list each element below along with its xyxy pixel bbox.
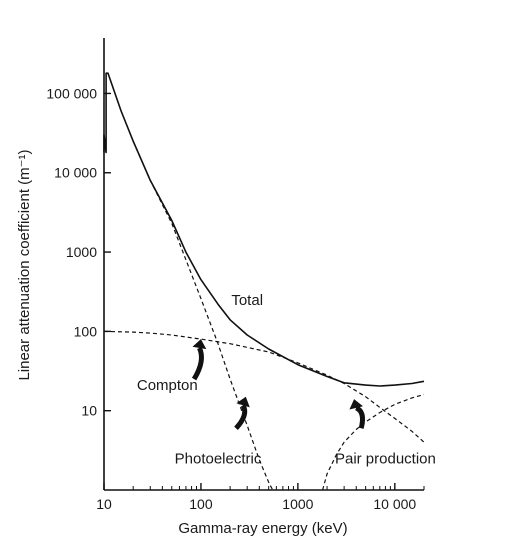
y-tick-label: 10 000 [54,165,97,181]
x-tick-label: 1000 [282,496,313,512]
arrow-photoelectric-shaft [234,404,248,431]
annotation-pair-production: Pair production [335,450,436,467]
series-photoelectric-line [132,140,274,491]
y-tick-label: 100 [74,323,98,339]
y-tick-label: 100 000 [46,85,97,101]
arrow-pair-production-head [349,399,363,410]
y-tick-label: 10 [81,403,97,419]
arrow-compton-head [192,339,207,350]
x-tick-label: 100 [189,496,213,512]
annotation-compton: Compton [137,377,198,394]
annotation-total: Total [231,292,263,309]
series-total-line [103,72,425,387]
arrow-pair-production-shaft [354,405,365,429]
arrow-photoelectric-head [236,396,250,408]
series-pair-production-line [322,393,425,491]
x-tick-label: 10 000 [373,496,416,512]
y-axis-title: Linear attenuation coefficient (m⁻¹) [16,149,33,380]
x-tick-label: 10 [96,496,112,512]
x-axis-title: Gamma-ray energy (keV) [178,520,347,537]
arrow-compton-shaft [191,346,204,381]
plot-area: 10 100 1000 10 000 10 100 1000 10 000 100 000 Tot… [46,38,436,512]
series-compton-line [103,330,425,443]
annotation-photoelectric: Photoelectric [175,450,262,467]
y-tick-label: 1000 [66,244,97,260]
